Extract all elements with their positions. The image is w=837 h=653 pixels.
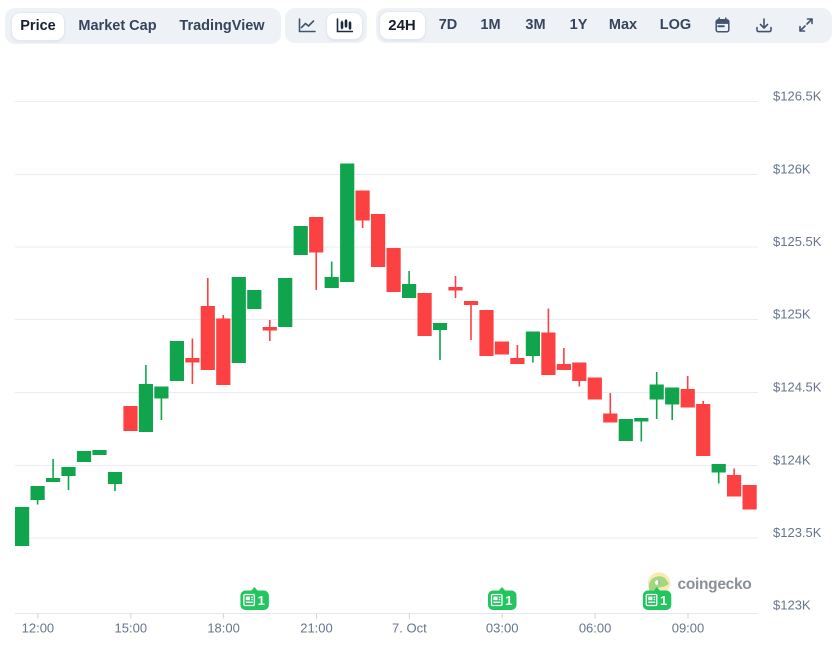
svg-text:$125.5K: $125.5K: [773, 234, 822, 249]
svg-text:$123K: $123K: [773, 598, 811, 613]
svg-text:1: 1: [660, 593, 667, 608]
svg-text:06:00: 06:00: [579, 621, 612, 636]
svg-text:15:00: 15:00: [115, 621, 148, 636]
svg-text:$125K: $125K: [773, 307, 811, 322]
svg-text:1: 1: [505, 593, 512, 608]
svg-text:12:00: 12:00: [22, 621, 55, 636]
svg-text:21:00: 21:00: [300, 621, 333, 636]
svg-text:7. Oct: 7. Oct: [392, 621, 427, 636]
svg-text:$123.5K: $123.5K: [773, 525, 822, 540]
svg-text:09:00: 09:00: [672, 621, 705, 636]
svg-text:1: 1: [258, 593, 265, 608]
svg-text:03:00: 03:00: [486, 621, 519, 636]
svg-text:$124K: $124K: [773, 453, 811, 468]
svg-text:$124.5K: $124.5K: [773, 380, 822, 395]
svg-text:coingecko: coingecko: [678, 576, 752, 593]
svg-text:$126.5K: $126.5K: [773, 89, 822, 104]
svg-text:18:00: 18:00: [207, 621, 240, 636]
svg-text:$126K: $126K: [773, 162, 811, 177]
